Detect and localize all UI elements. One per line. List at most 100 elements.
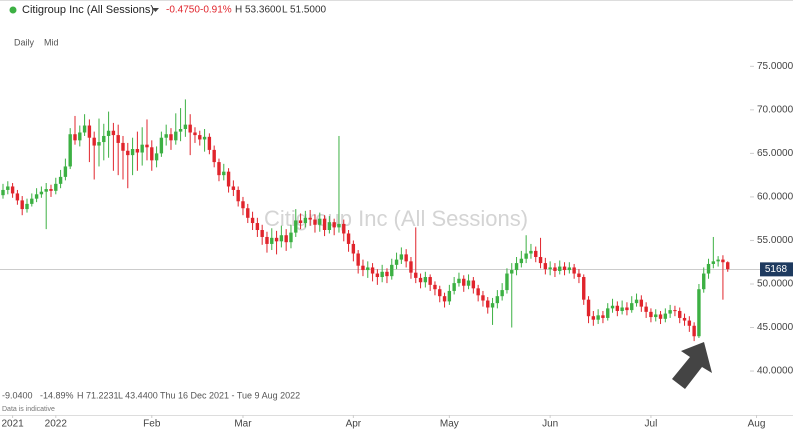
candle-body [418, 277, 423, 283]
candle-body [322, 218, 327, 231]
candle-body [654, 314, 658, 318]
dropdown-arrow[interactable] [152, 8, 159, 12]
candle-body [140, 144, 144, 153]
last-price-tag: 5168 [765, 264, 788, 275]
candle-body [327, 222, 332, 231]
candle-body [44, 189, 48, 192]
candle-body [202, 136, 207, 140]
candle-body [63, 166, 68, 177]
y-tick-label: 65.0000 [757, 148, 793, 159]
candle-body [154, 153, 159, 161]
candle-body [385, 271, 389, 277]
y-tick-label: 75.0000 [757, 61, 793, 72]
candle-body [25, 203, 29, 210]
candle-body [399, 254, 404, 260]
candle-body [519, 258, 524, 264]
candle-body [116, 135, 120, 143]
candle-body [121, 142, 125, 151]
candle-body [298, 220, 303, 224]
candle-body [548, 267, 552, 270]
candle-body [289, 232, 293, 243]
candle-body [375, 273, 380, 278]
candle-body [294, 220, 298, 233]
header-low: L 51.5000 [282, 5, 327, 16]
candle-body [164, 134, 168, 138]
candle-body [82, 125, 87, 133]
candle-body [380, 271, 384, 278]
candle-body [231, 186, 236, 190]
candle-body [332, 222, 336, 228]
candle-body [538, 256, 543, 264]
candle-body [678, 310, 682, 318]
candle-body [644, 306, 648, 312]
candle-body [130, 149, 135, 156]
candle-body [529, 250, 533, 254]
header-change: -0.4750 [166, 5, 200, 16]
candle-body [610, 305, 615, 309]
candle-body [193, 132, 197, 136]
candle-body [687, 320, 692, 326]
candle-body [250, 217, 255, 224]
candle-body [169, 134, 173, 141]
candle-body [606, 308, 610, 318]
candle-body [226, 171, 231, 187]
footer-change: -9.0400 [2, 390, 33, 400]
candle-body [236, 189, 240, 202]
instrument-title[interactable]: Citigroup Inc (All Sessions) [22, 4, 154, 16]
candle-body [135, 149, 140, 153]
candle-body [370, 267, 375, 274]
candle-body [15, 193, 20, 201]
candle-body [313, 219, 317, 225]
candle-body [505, 273, 509, 291]
candle-body [433, 284, 437, 290]
candle-body [414, 272, 418, 278]
candle-body [716, 259, 720, 262]
candle-body [6, 186, 10, 190]
candle-body [562, 266, 567, 271]
candle-body [30, 198, 34, 204]
footer-range: Thu 16 Dec 2021 - Tue 9 Aug 2022 [160, 390, 300, 400]
annotation-arrow [672, 342, 712, 389]
candle-body [87, 125, 92, 138]
candle-body [183, 124, 188, 130]
candle-body [222, 171, 226, 176]
candle-body [524, 253, 528, 259]
candle-body [246, 208, 250, 218]
candle-body [625, 307, 629, 311]
candle-body [423, 277, 428, 283]
candle-body [452, 283, 456, 291]
candle-body [466, 280, 471, 286]
candle-body [639, 299, 644, 307]
candle-body [174, 131, 178, 141]
candle-body [663, 313, 668, 319]
header-change-pct: -0.91% [200, 5, 232, 16]
candle-body [73, 134, 77, 141]
y-tick-label: 40.0000 [757, 366, 793, 377]
candle-body [591, 316, 596, 320]
candle-body [692, 325, 696, 337]
candle-body [567, 267, 572, 271]
candle-body [572, 267, 576, 274]
candle-body [207, 136, 212, 150]
candle-body [394, 259, 399, 265]
candle-body [649, 311, 653, 318]
candle-body [702, 273, 706, 290]
candle-body [34, 194, 39, 199]
interval-button[interactable]: Daily [14, 37, 35, 47]
y-tick-label: 45.0000 [757, 322, 793, 333]
candle-body [212, 149, 216, 163]
price-type-button[interactable]: Mid [44, 37, 59, 47]
candle-body [620, 307, 624, 311]
candle-body [145, 144, 149, 148]
candle-body [1, 189, 5, 196]
candle-body [92, 137, 96, 146]
footer-high: H 71.2231 [77, 390, 119, 400]
x-tick-label: Mar [234, 419, 252, 430]
x-tick-label: 2021 [1, 419, 24, 430]
candle-body [615, 305, 620, 311]
candle-body [342, 223, 346, 234]
candle-body [486, 300, 490, 308]
candle-body [471, 280, 476, 289]
candle-body [582, 277, 586, 300]
